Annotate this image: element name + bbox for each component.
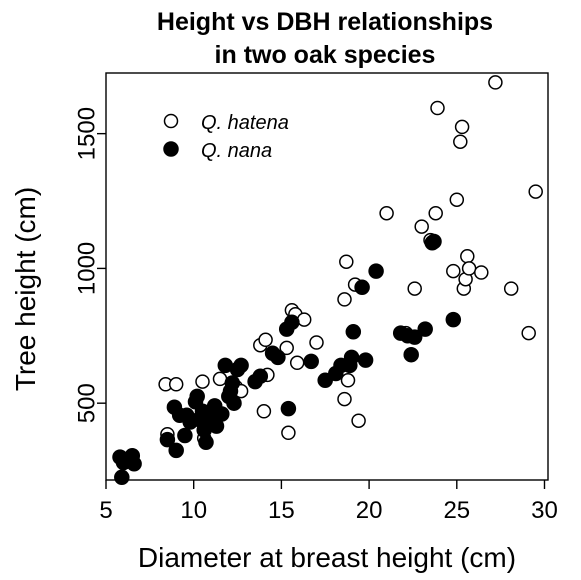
data-point-hatena: [339, 254, 354, 269]
data-point-hatena: [503, 281, 519, 296]
data-point-hatena: [521, 325, 536, 341]
legend-label-hatena: Q. hatena: [201, 112, 289, 134]
data-point-nana: [214, 406, 230, 422]
data-point-nana: [445, 311, 462, 328]
data-point-nana: [343, 349, 360, 366]
data-point-nana: [177, 427, 193, 444]
data-point-hatena: [461, 261, 477, 276]
data-point-nana: [126, 456, 142, 472]
x-tick-label: 25: [443, 497, 470, 524]
data-point-hatena: [337, 391, 352, 407]
data-point-hatena: [407, 281, 422, 296]
data-point-hatena: [195, 374, 210, 389]
x-axis: 5 10 15 20 25 30: [99, 480, 558, 524]
data-point-hatena: [256, 404, 272, 419]
data-point-hatena: [474, 265, 489, 280]
x-tick-label: 20: [356, 497, 383, 524]
data-point-nana: [417, 321, 433, 337]
data-point-nana: [233, 357, 249, 374]
data-point-nana: [270, 349, 286, 366]
data-point-hatena: [460, 249, 475, 264]
data-point-hatena: [337, 292, 352, 307]
x-tick-label: 5: [99, 497, 112, 524]
y-axis-label: Tree height (cm): [10, 187, 41, 391]
data-point-nana: [168, 442, 184, 459]
data-point-hatena: [414, 219, 429, 234]
data-point-nana: [252, 368, 269, 384]
data-point-hatena: [453, 134, 468, 149]
data-point-nana: [189, 388, 205, 405]
data-point-hatena: [340, 373, 356, 388]
data-point-nana: [284, 314, 300, 331]
data-point-hatena: [446, 263, 461, 279]
data-point-hatena: [379, 205, 394, 221]
data-points: [112, 75, 543, 486]
y-tick-label: 1500: [74, 107, 101, 160]
legend-marker-nana: [163, 141, 179, 157]
data-point-hatena: [168, 377, 184, 392]
x-tick-label: 15: [268, 497, 295, 524]
data-point-hatena: [281, 425, 296, 441]
x-tick-label: 10: [180, 497, 207, 524]
data-point-nana: [426, 233, 442, 250]
data-point-nana: [345, 324, 362, 340]
x-tick-label: 30: [531, 497, 558, 524]
data-point-hatena: [454, 119, 470, 135]
data-point-nana: [114, 469, 130, 486]
chart-title-line-2: in two oak species: [215, 41, 436, 69]
y-tick-label: 1000: [74, 242, 101, 295]
legend: Q. hatena Q. nana: [163, 112, 289, 162]
data-point-nana: [368, 263, 384, 279]
legend-marker-hatena: [163, 113, 179, 129]
data-point-nana: [357, 352, 374, 368]
data-point-nana: [403, 346, 419, 363]
data-point-nana: [406, 329, 423, 345]
legend-label-nana: Q. nana: [201, 140, 272, 162]
data-point-hatena: [528, 184, 543, 199]
data-point-hatena: [351, 413, 366, 428]
data-point-hatena: [279, 340, 294, 356]
data-point-hatena: [258, 332, 273, 348]
data-point-hatena: [449, 192, 465, 207]
y-tick-label: 500: [74, 383, 101, 423]
chart-title-line-1: Height vs DBH relationships: [157, 8, 493, 36]
data-point-hatena: [289, 355, 305, 371]
data-point-hatena: [428, 205, 443, 221]
data-point-nana: [354, 279, 370, 296]
data-point-nana: [224, 375, 241, 391]
x-axis-label: Diameter at breast height (cm): [138, 542, 516, 573]
y-axis: 500 1000 1500: [74, 107, 106, 423]
data-point-hatena: [488, 75, 503, 90]
data-point-hatena: [430, 100, 445, 116]
data-point-hatena: [309, 335, 324, 350]
data-point-hatena: [212, 371, 228, 387]
data-point-nana: [303, 353, 319, 370]
data-point-nana: [280, 400, 297, 417]
data-point-nana: [159, 431, 176, 448]
data-point-nana: [198, 434, 214, 451]
data-point-hatena: [296, 312, 312, 327]
data-point-nana: [226, 395, 242, 411]
plot-area-frame: [105, 72, 549, 481]
